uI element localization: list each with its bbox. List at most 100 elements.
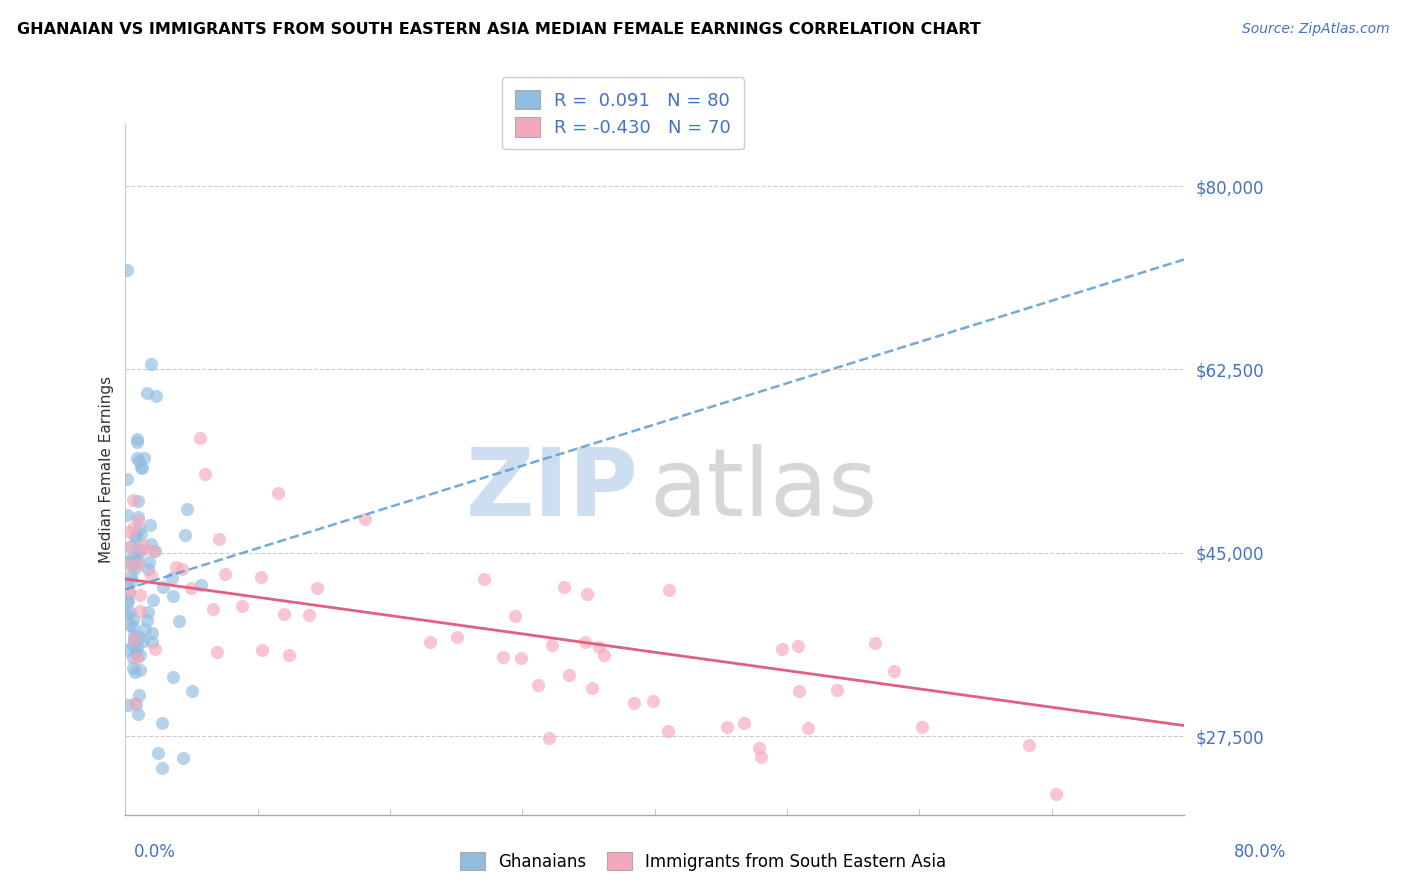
Point [150, 761, 173, 775]
Point [150, 716, 173, 731]
Point [115, 607, 138, 621]
Point [129, 544, 152, 558]
Point [716, 720, 738, 734]
Point [273, 607, 295, 621]
Point [129, 527, 152, 541]
Point [576, 587, 599, 601]
Point [117, 594, 139, 608]
Text: ZIP: ZIP [465, 443, 638, 536]
Point [172, 750, 194, 764]
Point [152, 580, 174, 594]
Point [733, 715, 755, 730]
Point [122, 628, 145, 642]
Point [231, 599, 253, 613]
Point [1018, 738, 1040, 752]
Text: GHANAIAN VS IMMIGRANTS FROM SOUTH EASTERN ASIA MEDIAN FEMALE EARNINGS CORRELATIO: GHANAIAN VS IMMIGRANTS FROM SOUTH EASTER… [17, 22, 980, 37]
Point [125, 645, 148, 659]
Point [557, 667, 579, 681]
Point [122, 638, 145, 652]
Point [142, 592, 165, 607]
Point [787, 639, 810, 653]
Point [127, 640, 149, 655]
Point [162, 571, 184, 585]
Point [298, 608, 321, 623]
Point [127, 434, 149, 449]
Point [121, 521, 143, 535]
Point [141, 635, 163, 649]
Point [581, 681, 603, 696]
Point [181, 683, 204, 698]
Point [657, 723, 679, 738]
Point [146, 746, 169, 760]
Point [128, 630, 150, 644]
Point [509, 651, 531, 665]
Point [526, 678, 548, 692]
Point [207, 645, 229, 659]
Point [127, 513, 149, 527]
Point [658, 583, 681, 598]
Point [138, 555, 160, 569]
Point [201, 602, 224, 616]
Point [190, 431, 212, 445]
Point [162, 589, 184, 603]
Point [117, 698, 139, 713]
Legend: R =  0.091   N = 80, R = -0.430   N = 70: R = 0.091 N = 80, R = -0.430 N = 70 [502, 77, 744, 149]
Text: atlas: atlas [650, 443, 877, 536]
Point [134, 623, 156, 637]
Point [125, 451, 148, 466]
Point [354, 511, 377, 525]
Point [307, 581, 329, 595]
Point [121, 558, 143, 572]
Point [574, 635, 596, 649]
Point [165, 560, 187, 574]
Point [128, 522, 150, 536]
Point [136, 386, 159, 401]
Point [120, 539, 142, 553]
Point [883, 665, 905, 679]
Point [770, 641, 793, 656]
Point [129, 648, 152, 662]
Point [122, 633, 145, 648]
Point [142, 543, 165, 558]
Point [115, 472, 138, 486]
Point [593, 648, 616, 662]
Point [132, 542, 155, 557]
Point [127, 558, 149, 572]
Point [115, 576, 138, 591]
Point [623, 697, 645, 711]
Point [127, 706, 149, 721]
Point [194, 467, 217, 482]
Point [121, 661, 143, 675]
Point [139, 357, 162, 371]
Point [132, 538, 155, 552]
Point [139, 537, 162, 551]
Point [167, 615, 190, 629]
Point [128, 454, 150, 468]
Point [135, 613, 157, 627]
Point [208, 532, 231, 546]
Point [751, 749, 773, 764]
Point [115, 642, 138, 657]
Point [125, 650, 148, 665]
Point [127, 543, 149, 558]
Point [118, 618, 141, 632]
Point [277, 648, 299, 662]
Point [128, 604, 150, 618]
Point [129, 588, 152, 602]
Point [128, 688, 150, 702]
Point [121, 651, 143, 665]
Text: Source: ZipAtlas.com: Source: ZipAtlas.com [1241, 22, 1389, 37]
Point [125, 531, 148, 545]
Point [174, 528, 197, 542]
Point [121, 550, 143, 565]
Point [127, 510, 149, 524]
Point [124, 696, 146, 710]
Point [162, 670, 184, 684]
Point [1045, 787, 1067, 801]
Point [911, 720, 934, 734]
Point [117, 554, 139, 568]
Point [250, 570, 273, 584]
Point [145, 389, 167, 403]
Point [419, 635, 441, 649]
Point [787, 684, 810, 698]
